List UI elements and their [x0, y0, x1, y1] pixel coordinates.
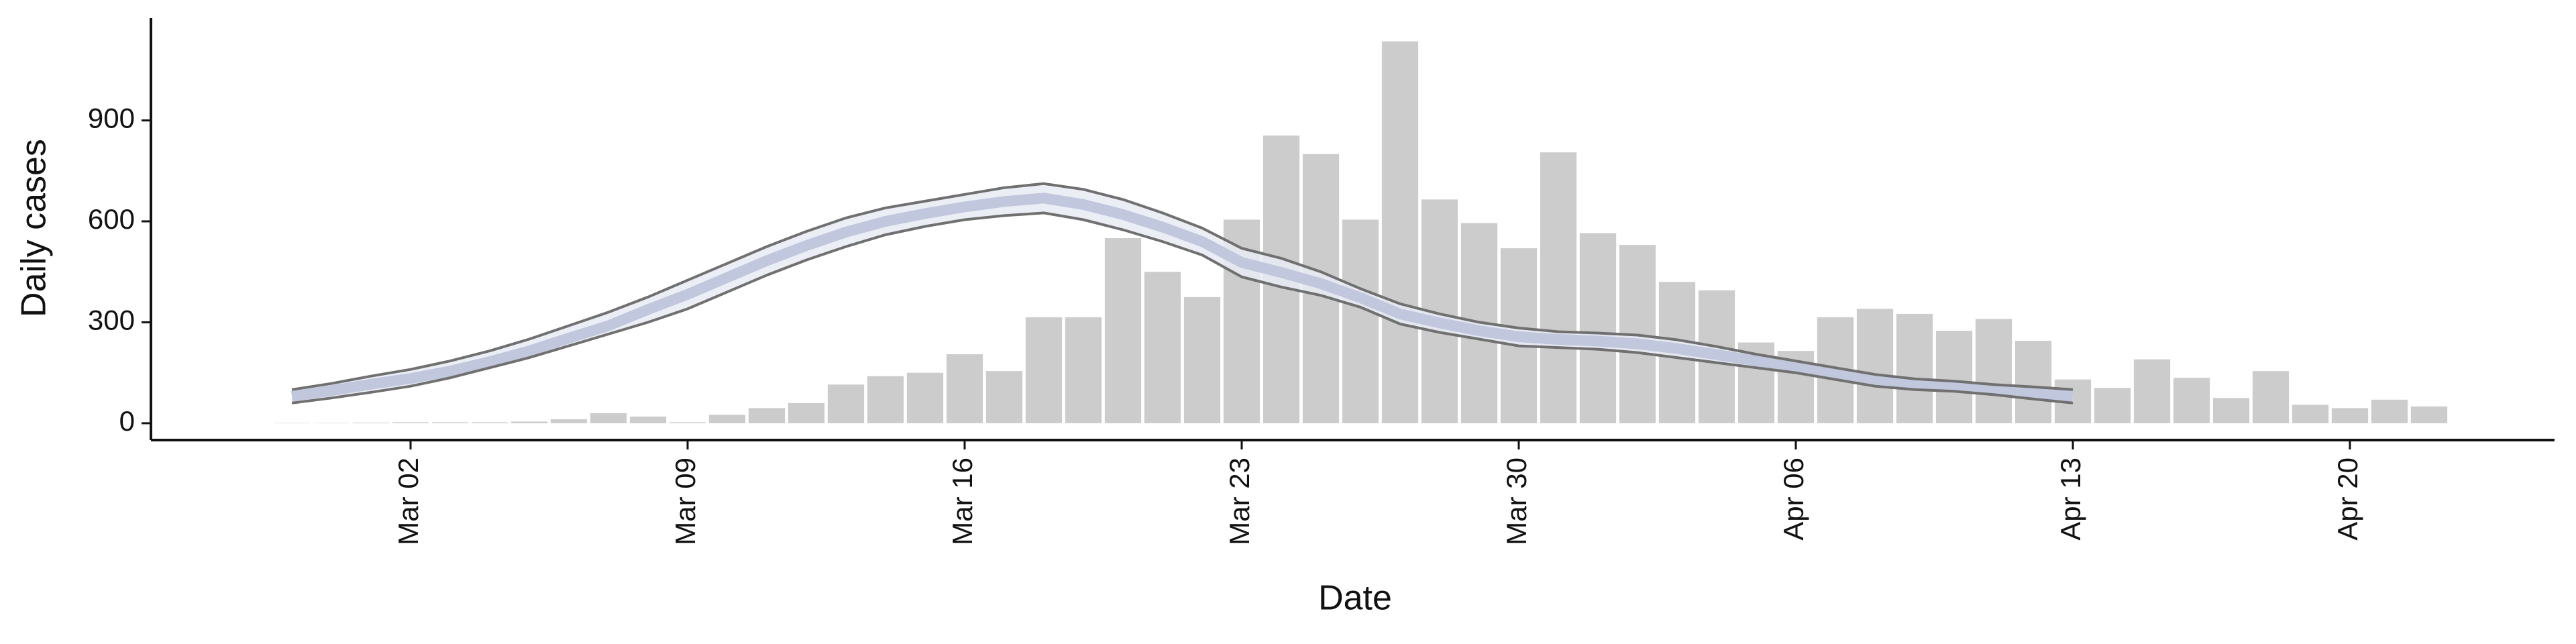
bar	[1144, 272, 1181, 423]
x-tick-label: Apr 06	[1778, 458, 1809, 541]
bar	[788, 402, 825, 423]
bar	[431, 422, 469, 423]
bar	[906, 372, 944, 423]
bar	[1381, 41, 1419, 423]
bar	[1025, 317, 1063, 423]
bar	[1935, 330, 1973, 423]
bar	[511, 421, 548, 423]
bar	[1183, 297, 1221, 423]
x-tick-label: Mar 23	[1224, 458, 1255, 545]
x-tick-label: Mar 09	[669, 458, 701, 545]
x-tick-label: Mar 30	[1501, 458, 1532, 545]
bar	[1856, 309, 1894, 423]
bar	[2015, 341, 2052, 423]
bar	[2371, 399, 2408, 423]
bar	[1065, 317, 1102, 423]
y-axis-title: Daily cases	[15, 139, 54, 317]
bar	[471, 422, 508, 423]
bar	[2292, 405, 2329, 423]
y-tick-label: 900	[88, 103, 135, 134]
median-line	[290, 193, 2074, 402]
bar	[985, 371, 1023, 423]
bar	[2331, 408, 2369, 423]
bar	[1540, 152, 1577, 423]
y-tick-label: 0	[119, 405, 135, 437]
bar	[2173, 378, 2210, 423]
bar	[1579, 233, 1617, 423]
y-tick-label: 300	[88, 305, 135, 336]
bar	[2133, 359, 2171, 423]
y-tick-label: 600	[88, 203, 135, 235]
x-tick-label: Apr 20	[2332, 458, 2363, 541]
bar	[708, 415, 746, 423]
bar	[550, 419, 588, 423]
bar	[1342, 219, 1379, 423]
bar	[629, 416, 667, 423]
bar	[2252, 371, 2290, 423]
bar	[392, 422, 429, 423]
x-axis-title: Date	[1318, 579, 1392, 618]
bar	[1975, 319, 2012, 423]
x-tick-label: Mar 16	[947, 458, 978, 545]
bar	[1104, 238, 1142, 423]
bar	[946, 354, 983, 423]
bar	[2094, 388, 2131, 423]
bar	[867, 376, 904, 423]
bar	[590, 413, 627, 423]
upper-line	[291, 182, 2074, 391]
bar	[2410, 406, 2448, 423]
x-tick-label: Apr 13	[2055, 458, 2086, 541]
bar	[2212, 398, 2250, 423]
bar	[827, 384, 865, 423]
bar	[669, 422, 706, 423]
x-tick-label: Mar 02	[392, 458, 424, 545]
lower-line	[291, 211, 2074, 405]
bar	[1896, 313, 1933, 423]
bar	[748, 408, 786, 423]
